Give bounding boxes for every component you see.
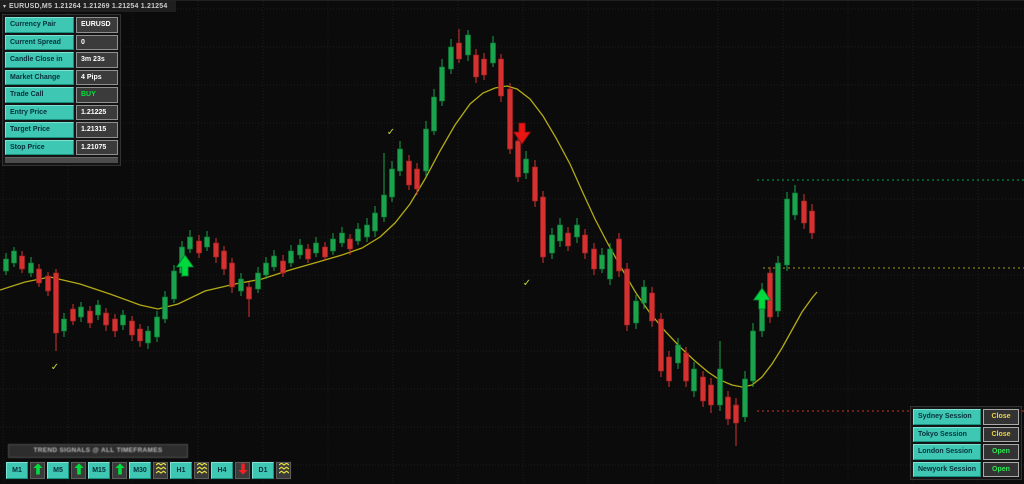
- signal-arrow-up: [175, 254, 195, 277]
- tf-signal-h1[interactable]: [194, 461, 209, 480]
- info-label: Candle Close in: [5, 52, 74, 68]
- tf-button-m15[interactable]: M15: [88, 462, 110, 479]
- session-label: Sydney Session: [913, 409, 981, 425]
- check-mark-icon: ✓: [523, 278, 531, 289]
- tf-button-h1[interactable]: H1: [170, 462, 192, 479]
- session-row-tokyo: Tokyo Session Close: [913, 426, 1019, 442]
- info-label: Currency Pair: [5, 17, 74, 33]
- candles-layer: [3, 29, 815, 446]
- info-label: Target Price: [5, 122, 74, 138]
- info-row-target-price: Target Price 1.21315: [5, 122, 118, 138]
- info-row-stop-price: Stop Price 1.21075: [5, 139, 118, 155]
- session-panel: Sydney Session Close Tokyo Session Close…: [910, 406, 1022, 480]
- timeframe-panel: TREND SIGNALS @ ALL TIMEFRAMES M1 M5 M15…: [5, 444, 292, 480]
- tf-button-h4[interactable]: H4: [211, 462, 233, 479]
- info-row-entry-price: Entry Price 1.21225: [5, 104, 118, 120]
- trend-up-icon: [32, 462, 43, 480]
- tf-button-m30[interactable]: M30: [129, 462, 151, 479]
- session-label: Tokyo Session: [913, 426, 981, 442]
- tf-signal-m5[interactable]: [71, 462, 86, 479]
- info-value: EURUSD: [76, 17, 118, 33]
- chart-title-bar: ▾ EURUSD,M5 1.21264 1.21269 1.21254 1.21…: [0, 1, 176, 12]
- symbol-dropdown-icon: ▾: [3, 3, 7, 10]
- chart-title: EURUSD,M5 1.21264 1.21269 1.21254 1.2125…: [9, 3, 168, 10]
- tf-signal-d1[interactable]: [276, 461, 291, 480]
- check-mark-icon: ✓: [387, 127, 395, 138]
- info-row-trade-call: Trade Call BUY: [5, 87, 118, 103]
- trend-flat-icon: [196, 461, 207, 480]
- signal-arrow-up: [752, 287, 772, 310]
- session-row-sydney: Sydney Session Close: [913, 409, 1019, 425]
- session-row-newyork: Newyork Session Open: [913, 461, 1019, 477]
- trend-up-icon: [73, 462, 84, 480]
- moving-average-line: [0, 85, 818, 388]
- info-value: 3m 23s: [76, 52, 118, 68]
- signal-level-lines: [757, 179, 1024, 412]
- info-row-market-change: Market Change 4 Pips: [5, 69, 118, 85]
- session-label: London Session: [913, 444, 981, 460]
- trade-call-value: BUY: [76, 87, 118, 103]
- tf-button-m1[interactable]: M1: [6, 462, 28, 479]
- info-row-current-spread: Current Spread 0: [5, 34, 118, 50]
- info-label: Current Spread: [5, 34, 74, 50]
- session-row-london: London Session Open: [913, 444, 1019, 460]
- tf-button-m5[interactable]: M5: [47, 462, 69, 479]
- trend-flat-icon: [155, 461, 166, 480]
- info-value: 4 Pips: [76, 69, 118, 85]
- signal-arrows-layer: [175, 122, 772, 310]
- check-marks-layer: ✓ ✓ ✓: [51, 127, 531, 373]
- info-label: Market Change: [5, 69, 74, 85]
- session-status: Close: [983, 409, 1019, 425]
- info-panel-footer: [5, 157, 118, 163]
- session-label: Newyork Session: [913, 461, 981, 477]
- tf-signal-m15[interactable]: [112, 462, 127, 479]
- info-value: 1.21315: [76, 122, 118, 138]
- info-value: 0: [76, 34, 118, 50]
- tf-signal-m30[interactable]: [153, 461, 168, 480]
- session-status: Open: [983, 461, 1019, 477]
- trend-up-icon: [114, 462, 125, 480]
- info-value: 1.21075: [76, 139, 118, 155]
- check-mark-icon: ✓: [51, 362, 59, 373]
- timeframe-button-row: M1 M5 M15 M30 H1 H4 D1: [5, 461, 292, 480]
- tf-signal-h4[interactable]: [235, 462, 250, 479]
- session-status: Close: [983, 426, 1019, 442]
- tf-button-d1[interactable]: D1: [252, 462, 274, 479]
- info-value: 1.21225: [76, 104, 118, 120]
- trend-down-icon: [237, 462, 248, 480]
- info-row-candle-close: Candle Close in 3m 23s: [5, 52, 118, 68]
- signal-arrow-down: [512, 122, 532, 145]
- info-label: Trade Call: [5, 87, 74, 103]
- signal-info-panel: Currency Pair EURUSD Current Spread 0 Ca…: [2, 14, 121, 166]
- info-label: Stop Price: [5, 139, 74, 155]
- tf-signal-m1[interactable]: [30, 462, 45, 479]
- trend-flat-icon: [278, 461, 289, 480]
- info-label: Entry Price: [5, 104, 74, 120]
- info-row-currency-pair: Currency Pair EURUSD: [5, 17, 118, 33]
- session-status: Open: [983, 444, 1019, 460]
- timeframe-panel-title: TREND SIGNALS @ ALL TIMEFRAMES: [8, 444, 188, 458]
